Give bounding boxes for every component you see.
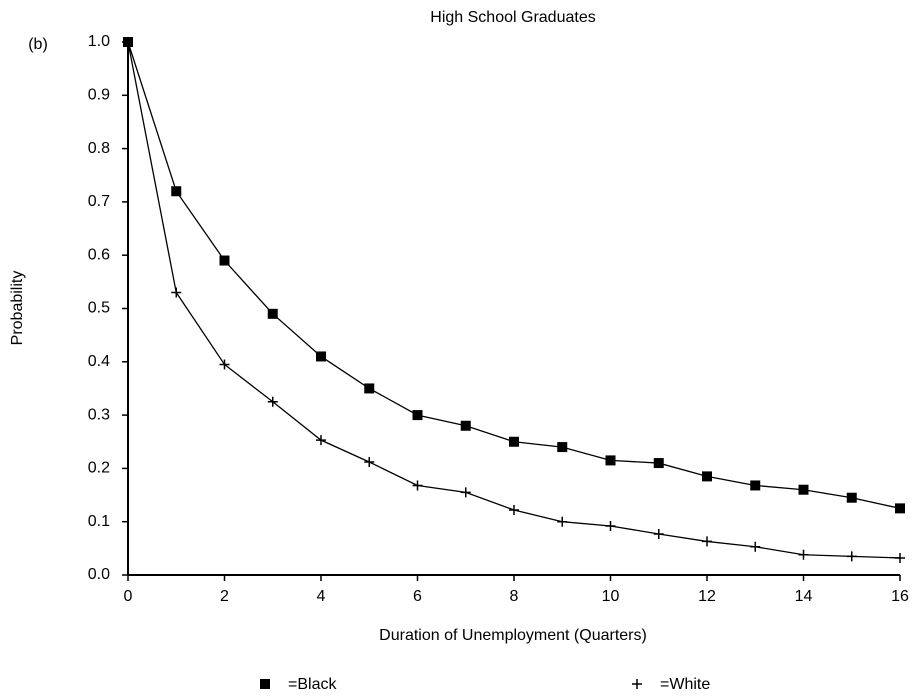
x-tick-label: 6	[413, 588, 422, 605]
data-point	[605, 455, 616, 466]
data-point	[750, 480, 761, 491]
y-tick-label: 0.4	[88, 353, 110, 370]
data-point	[316, 351, 326, 362]
legend-label: =Black	[288, 676, 337, 693]
y-tick-label: 0.3	[88, 406, 110, 423]
data-point	[895, 503, 905, 514]
legend-marker	[260, 679, 270, 689]
x-tick-label: 10	[602, 588, 620, 605]
data-point	[123, 37, 133, 47]
y-tick-label: 0.6	[88, 246, 110, 263]
y-tick-label: 0.0	[88, 566, 110, 583]
x-tick-label: 16	[891, 588, 909, 605]
x-tick-label: 4	[317, 588, 326, 605]
x-axis-label: Duration of Unemployment (Quarters)	[379, 627, 647, 644]
data-point	[557, 516, 568, 527]
y-axis-label: Probability	[9, 271, 26, 346]
data-point	[460, 487, 471, 498]
data-point	[798, 484, 809, 495]
data-point	[509, 504, 519, 515]
x-tick-label: 8	[510, 588, 519, 605]
y-tick-label: 0.9	[88, 87, 110, 104]
data-point	[267, 308, 278, 319]
data-point	[412, 410, 423, 421]
y-tick-label: 0.8	[88, 140, 110, 157]
data-point	[846, 492, 857, 503]
data-point	[702, 536, 712, 547]
data-point	[171, 287, 182, 298]
data-point	[219, 255, 230, 266]
data-point	[171, 186, 182, 197]
data-point	[750, 541, 761, 552]
panel-label: (b)	[28, 36, 48, 53]
data-point	[653, 528, 664, 539]
data-point	[364, 457, 375, 468]
data-point	[653, 458, 664, 469]
data-point	[557, 442, 568, 453]
data-point	[798, 549, 809, 560]
y-tick-label: 0.1	[88, 513, 110, 530]
data-point	[605, 520, 616, 531]
y-tick-label: 1.0	[88, 33, 110, 50]
y-tick-label: 0.2	[88, 460, 110, 477]
legend-label: =White	[660, 676, 710, 693]
legend-marker	[632, 679, 642, 689]
data-point	[412, 480, 423, 491]
x-tick-label: 14	[795, 588, 813, 605]
data-point	[460, 420, 471, 431]
data-point	[316, 435, 326, 446]
series-line	[127, 41, 901, 559]
x-tick-label: 0	[124, 588, 133, 605]
data-point	[895, 552, 905, 563]
x-tick-label: 2	[220, 588, 229, 605]
y-tick-label: 0.5	[88, 300, 110, 317]
data-point	[702, 471, 712, 482]
data-point	[219, 359, 230, 370]
data-point	[509, 436, 519, 447]
y-tick-label: 0.7	[88, 193, 110, 210]
data-point	[364, 383, 375, 394]
x-tick-label: 12	[698, 588, 716, 605]
chart-title: High School Graduates	[430, 9, 595, 26]
data-point	[846, 551, 857, 562]
data-point	[267, 396, 278, 407]
